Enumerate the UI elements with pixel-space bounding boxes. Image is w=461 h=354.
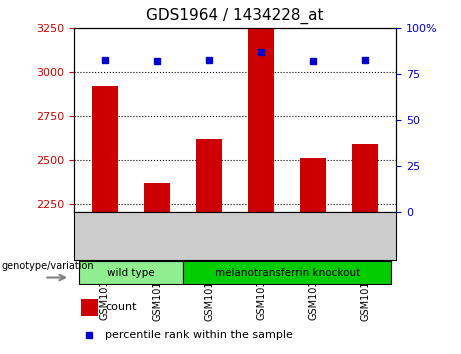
- Bar: [79, 261, 183, 284]
- Bar: [300, 158, 326, 212]
- Bar: [248, 28, 274, 212]
- Text: genotype/variation: genotype/variation: [1, 261, 94, 272]
- Text: count: count: [105, 302, 136, 312]
- Bar: [183, 261, 391, 284]
- Bar: [92, 86, 118, 212]
- Title: GDS1964 / 1434228_at: GDS1964 / 1434228_at: [146, 8, 324, 24]
- Bar: [352, 144, 378, 212]
- Bar: [81, 299, 98, 315]
- Text: wild type: wild type: [107, 268, 155, 278]
- Text: percentile rank within the sample: percentile rank within the sample: [105, 330, 293, 341]
- Bar: [144, 183, 170, 212]
- Bar: [196, 139, 222, 212]
- Text: melanotransferrin knockout: melanotransferrin knockout: [214, 268, 360, 278]
